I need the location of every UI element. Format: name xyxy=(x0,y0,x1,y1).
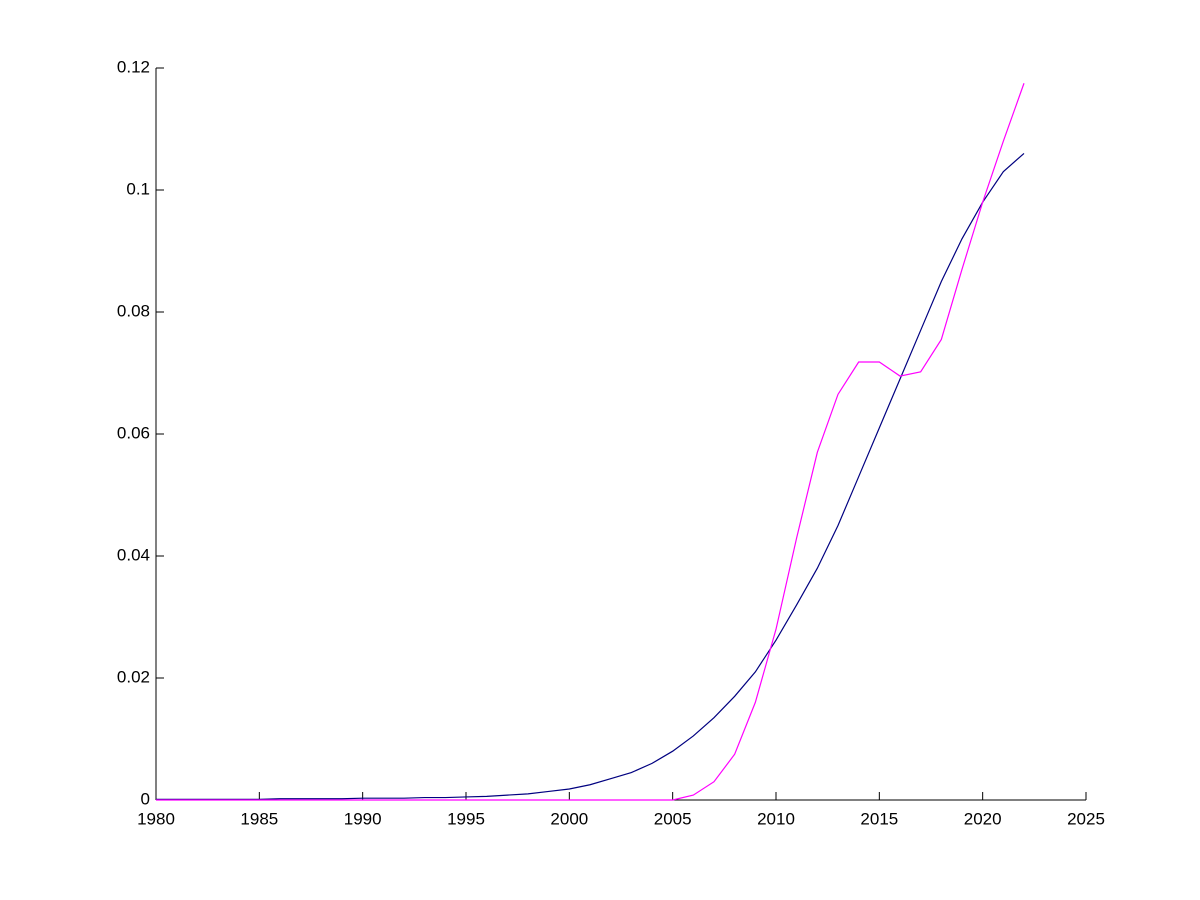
x-tick-label: 2010 xyxy=(757,809,795,828)
y-tick-label: 0.04 xyxy=(117,545,150,564)
x-tick-label: 2015 xyxy=(860,809,898,828)
x-tick-label: 2000 xyxy=(550,809,588,828)
line xyxy=(156,83,1025,801)
x-tick-label: 2005 xyxy=(654,809,692,828)
x-tick-label: 1990 xyxy=(344,809,382,828)
y-tick-label: 0.02 xyxy=(117,667,150,686)
x-tick-label: 2025 xyxy=(1067,809,1105,828)
x-tick-label: 2020 xyxy=(964,809,1002,828)
x-tick-label: 1985 xyxy=(240,809,278,828)
y-tick-label: 0.12 xyxy=(117,57,150,76)
x-tick-label: 1980 xyxy=(137,809,175,828)
y-tick-label: 0.08 xyxy=(117,301,150,320)
y-tick-label: 0.06 xyxy=(117,423,150,442)
y-tick-label: 0 xyxy=(141,789,150,808)
x-tick-label: 1995 xyxy=(447,809,485,828)
y-tick-label: 0.1 xyxy=(126,179,150,198)
line xyxy=(156,152,1025,800)
